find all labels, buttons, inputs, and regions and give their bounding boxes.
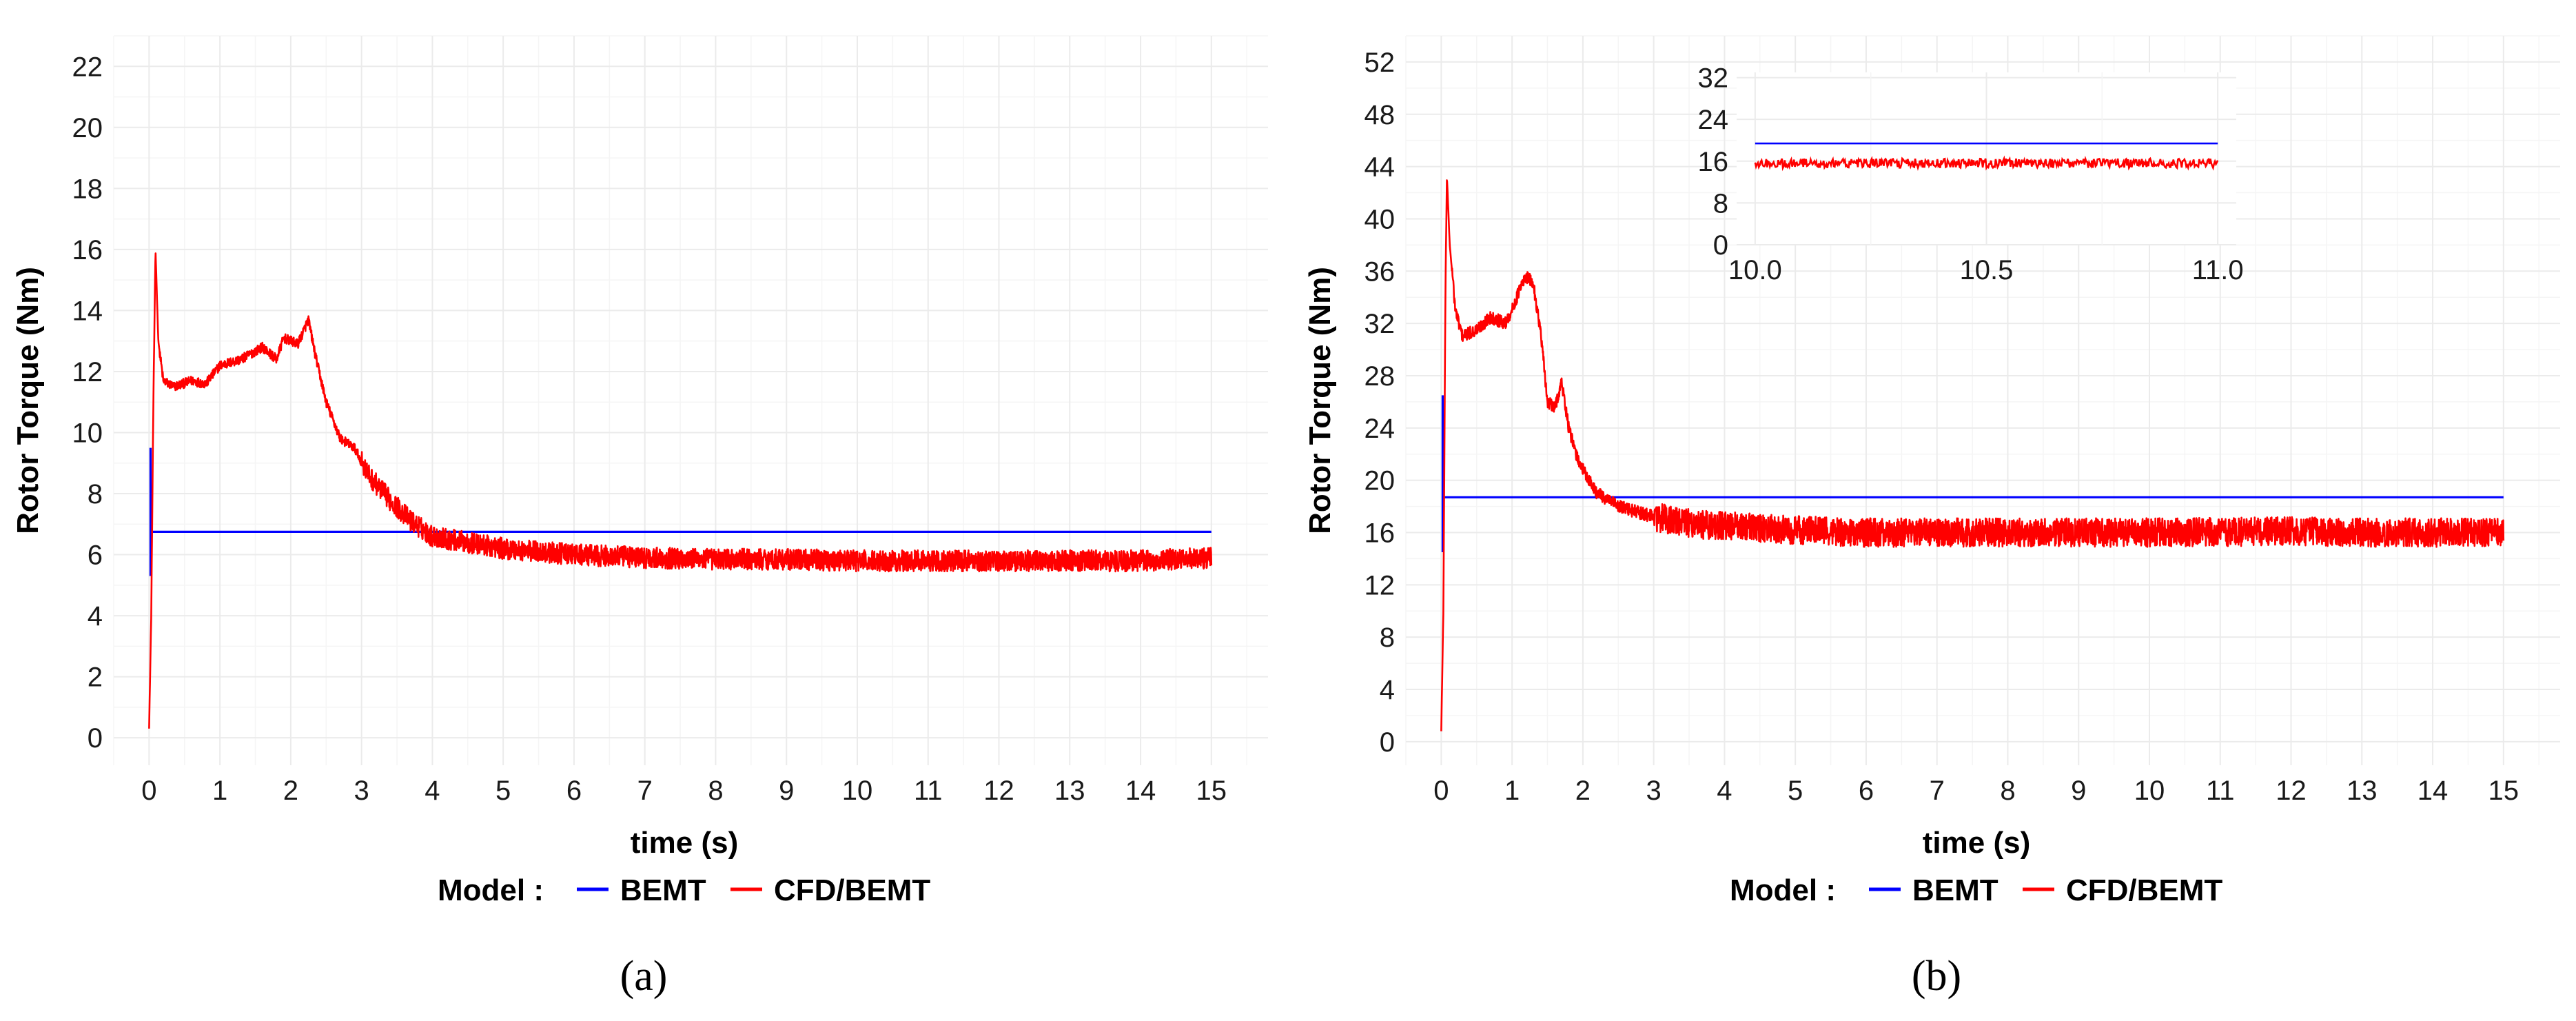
inset-y-tick-label: 24 [1698, 105, 1729, 135]
y-tick-label: 22 [72, 52, 103, 82]
x-tick-label: 11 [2206, 776, 2235, 806]
legend-title: Model : [1730, 873, 1836, 907]
y-tick-label: 24 [1364, 414, 1396, 444]
x-tick-label: 4 [425, 776, 440, 806]
y-tick-label: 4 [1380, 675, 1395, 705]
legend: Model : BEMT CFD/BEMT [1730, 873, 2222, 907]
x-tick-label: 5 [1788, 776, 1803, 806]
y-tick-label: 44 [1364, 152, 1396, 183]
y-tick-label: 36 [1364, 256, 1396, 287]
y-tick-label: 28 [1364, 361, 1396, 392]
y-tick-label: 10 [72, 418, 103, 448]
x-tick-label: 12 [2276, 776, 2307, 806]
x-tick-label: 11 [914, 776, 943, 806]
y-tick-label: 52 [1364, 48, 1396, 78]
x-tick-label: 3 [354, 776, 369, 806]
series-line [148, 252, 1213, 729]
x-tick-label: 1 [212, 776, 227, 806]
x-tick-label: 14 [1125, 776, 1156, 806]
y-tick-label: 12 [72, 357, 103, 387]
x-tick-label: 5 [495, 776, 511, 806]
x-tick-label: 8 [708, 776, 723, 806]
y-tick-label: 16 [72, 235, 103, 265]
inset-y-tick-label: 16 [1698, 147, 1729, 177]
y-tick-label: 2 [88, 663, 103, 693]
legend-label: CFD/BEMT [2066, 873, 2222, 907]
x-tick-label: 12 [983, 776, 1014, 806]
legend-label: BEMT [1912, 873, 1999, 907]
x-tick-label: 2 [283, 776, 298, 806]
y-tick-label: 14 [72, 296, 103, 326]
y-tick-label: 20 [72, 113, 103, 143]
x-tick-label: 10 [842, 776, 873, 806]
x-tick-label: 1 [1504, 776, 1520, 806]
y-tick-label: 8 [1380, 623, 1395, 653]
inset-series-cfd-bemt [1754, 155, 2219, 172]
legend-label: BEMT [620, 873, 706, 907]
x-tick-label: 8 [2000, 776, 2015, 806]
inset-x-tick-label: 10.0 [1728, 255, 1782, 285]
panel-caption: (a) [620, 953, 668, 1000]
inset-y-tick-label: 32 [1698, 63, 1729, 94]
x-tick-label: 10 [2134, 776, 2165, 806]
legend-label: CFD/BEMT [774, 873, 930, 907]
x-tick-label: 9 [779, 776, 794, 806]
y-tick-label: 0 [1380, 727, 1395, 758]
panel-caption: (b) [1912, 953, 1961, 1000]
series-line [1440, 179, 2505, 731]
inset-x-tick-label: 11.0 [2192, 255, 2244, 285]
y-tick-label: 6 [88, 540, 103, 571]
legend: Model : BEMT CFD/BEMT [438, 873, 930, 907]
inset-y-tick-label: 0 [1713, 230, 1728, 261]
x-tick-label: 0 [141, 776, 156, 806]
y-tick-label: 12 [1364, 570, 1396, 600]
series-cfd-bemt [148, 252, 1213, 729]
x-tick-label: 7 [637, 776, 653, 806]
x-tick-label: 15 [1196, 776, 1227, 806]
series-bemt [149, 447, 1212, 576]
y-tick-label: 0 [88, 723, 103, 754]
inset-y-tick-label: 8 [1713, 188, 1728, 219]
x-tick-label: 2 [1575, 776, 1591, 806]
y-tick-label: 20 [1364, 466, 1396, 496]
x-tick-label: 15 [2488, 776, 2519, 806]
x-tick-label: 6 [1859, 776, 1874, 806]
x-axis-title: time (s) [1923, 826, 2030, 860]
x-axis-title: time (s) [631, 826, 738, 860]
y-tick-label: 4 [88, 601, 103, 631]
x-tick-label: 14 [2417, 776, 2449, 806]
y-axis-title: Rotor Torque (Nm) [1303, 267, 1337, 534]
series-bemt [1441, 395, 2504, 552]
y-tick-label: 8 [88, 479, 103, 509]
x-tick-label: 13 [1054, 776, 1085, 806]
x-tick-label: 3 [1646, 776, 1662, 806]
x-tick-label: 13 [2347, 776, 2378, 806]
panel-b-chart: 0 1 2 3 4 5 6 7 8 9 10 11 12 13 14 15048121620242832364… [1303, 35, 2560, 1000]
y-tick-label: 16 [1364, 518, 1396, 549]
x-tick-label: 4 [1717, 776, 1732, 806]
x-tick-label: 7 [1930, 776, 1945, 806]
series-cfd-bemt [1440, 179, 2505, 731]
x-tick-label: 6 [566, 776, 582, 806]
y-tick-label: 18 [72, 174, 103, 204]
panel-a-chart: 0 1 2 3 4 5 6 7 8 9 10 11 12 13 14 15024681012141618202… [11, 35, 1268, 1000]
inset-chart: 0 8 16 24 32 10.0 10.5 11.0 [1698, 63, 2244, 285]
y-tick-label: 48 [1364, 100, 1396, 130]
x-tick-label: 0 [1433, 776, 1449, 806]
y-tick-label: 32 [1364, 309, 1396, 339]
x-tick-label: 9 [2071, 776, 2086, 806]
legend-title: Model : [438, 873, 544, 907]
y-axis-title: Rotor Torque (Nm) [11, 267, 45, 534]
inset-x-tick-label: 10.5 [1960, 255, 2014, 285]
y-tick-label: 40 [1364, 204, 1396, 234]
gridlines [113, 35, 1268, 765]
